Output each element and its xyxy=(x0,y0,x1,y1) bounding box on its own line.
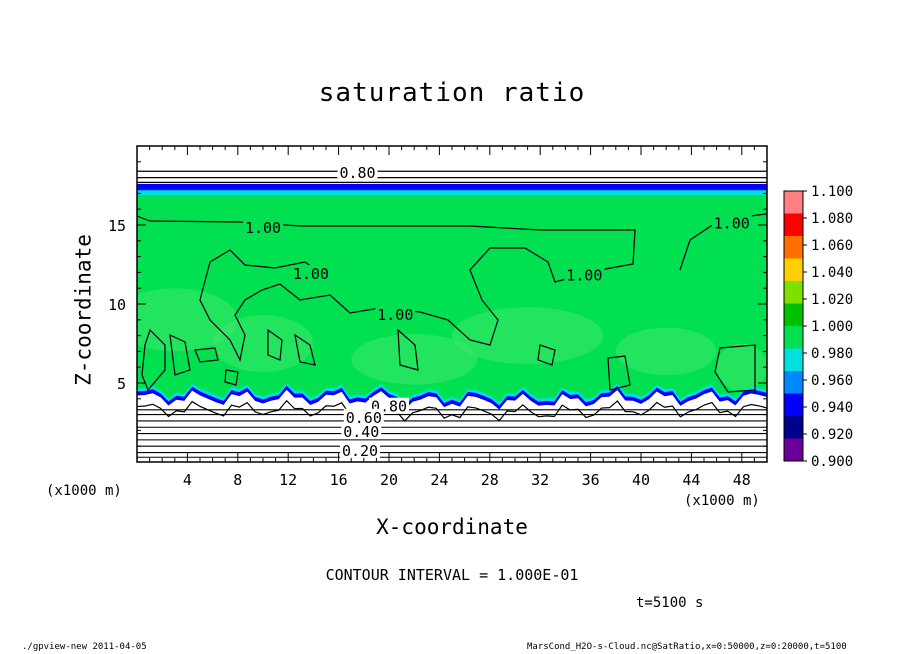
contour-label-bg-4 xyxy=(564,266,605,283)
field-patch-3 xyxy=(451,307,604,365)
colorbar-label: 1.000 xyxy=(811,319,853,335)
footer-data-source: MarsCond_H2O-s-Cloud.nc@SatRatio,x=0:500… xyxy=(527,642,847,652)
contour-label-bg-5 xyxy=(711,214,752,231)
contour-label-bg-7 xyxy=(343,408,384,425)
colorbar-label: 0.960 xyxy=(811,373,853,389)
colorbar-label: 1.060 xyxy=(811,238,853,254)
x-unit-label-left: (x1000 m) xyxy=(46,483,122,499)
x-tick-label: 4 xyxy=(183,471,192,489)
contour-one-8 xyxy=(537,344,556,366)
contour-interval-label: CONTOUR INTERVAL = 1.000E-01 xyxy=(325,566,579,584)
contour-one-5 xyxy=(267,328,283,361)
field-patch-5 xyxy=(716,343,767,391)
contour-one-4 xyxy=(194,347,219,363)
contour-label-7: 0.60 xyxy=(346,409,382,427)
colorbar-swatch xyxy=(784,191,803,214)
colorbar-label: 1.100 xyxy=(811,184,853,200)
contour-label-4: 1.00 xyxy=(566,267,602,285)
footer-program-date: ./gpview-new 2011-04-05 xyxy=(22,642,147,652)
x-tick-label: 32 xyxy=(531,471,549,489)
contour-label-bg-9 xyxy=(340,441,381,458)
x-tick-label: 40 xyxy=(632,471,650,489)
contour-one-3 xyxy=(169,333,191,376)
colorbar-swatch xyxy=(784,213,803,236)
colorbar-label: 1.020 xyxy=(811,292,853,308)
colorbar-label: 0.900 xyxy=(811,454,853,470)
contour-one-2 xyxy=(141,328,166,392)
colorbar-swatch xyxy=(784,393,803,416)
colorbar-label: 0.980 xyxy=(811,346,853,362)
contour-label-5: 1.00 xyxy=(714,214,750,232)
contour-label-bg-1 xyxy=(243,219,283,236)
y-tick-label: 15 xyxy=(108,217,126,235)
field-patch-0 xyxy=(137,288,238,352)
colorbar-label: 0.940 xyxy=(811,400,853,416)
contour-label-bg-8 xyxy=(341,422,382,439)
plot-field: 0.801.001.001.001.001.000.800.600.400.20 xyxy=(137,163,767,462)
contour-label-bg-0 xyxy=(337,163,378,180)
colorbar-label: 1.080 xyxy=(811,211,853,227)
contour-label-bg-2 xyxy=(290,264,331,281)
chart-title: saturation ratio xyxy=(318,78,586,108)
time-label: t=5100 s xyxy=(636,595,704,611)
colorbar-swatch xyxy=(784,258,803,281)
contour-label-2: 1.00 xyxy=(293,265,329,283)
x-tick-label: 36 xyxy=(582,471,600,489)
contour-label-0: 0.80 xyxy=(339,164,375,182)
contour-lower-wavy xyxy=(137,399,767,422)
x-tick-label: 28 xyxy=(481,471,499,489)
colorbar-swatch xyxy=(784,236,803,259)
contour-one-6 xyxy=(294,333,316,366)
contour-label-1: 1.00 xyxy=(245,219,281,237)
y-tick-label: 5 xyxy=(117,375,126,393)
x-unit-label-right: (x1000 m) xyxy=(684,493,760,509)
colorbar-swatch xyxy=(784,326,803,349)
colorbar-label: 1.040 xyxy=(811,265,853,281)
contour-one-11 xyxy=(224,369,239,386)
x-tick-label: 44 xyxy=(682,471,700,489)
colorbar-swatch xyxy=(784,416,803,439)
y-tick-label: 10 xyxy=(108,296,126,314)
x-tick-label: 8 xyxy=(233,471,242,489)
x-axis-label: X-coordinate xyxy=(376,515,528,539)
x-tick-label: 20 xyxy=(380,471,398,489)
field-patch-1 xyxy=(212,315,314,372)
contour-label-3: 1.00 xyxy=(377,306,413,324)
contour-one-0 xyxy=(137,215,636,362)
field-patch-4 xyxy=(615,327,717,376)
contour-one-7 xyxy=(397,328,419,371)
colorbar-swatch xyxy=(784,438,803,461)
contour-one-9 xyxy=(607,355,631,391)
contour-label-9: 0.20 xyxy=(342,442,378,460)
contour-one-10 xyxy=(714,344,756,393)
x-tick-label: 16 xyxy=(330,471,348,489)
colorbar-swatch xyxy=(784,303,803,326)
field-upper-dry-band xyxy=(137,183,767,192)
x-tick-label: 24 xyxy=(430,471,448,489)
field-upper-transition xyxy=(137,190,767,195)
x-tick-label: 48 xyxy=(733,471,751,489)
contour-label-8: 0.40 xyxy=(343,423,379,441)
colorbar-swatch xyxy=(784,281,803,304)
field-patch-2 xyxy=(351,334,478,385)
x-tick-label: 12 xyxy=(279,471,297,489)
colorbar-swatch xyxy=(784,348,803,371)
colorbar-swatch xyxy=(784,371,803,394)
colorbar-label: 0.920 xyxy=(811,427,853,443)
contour-label-bg-3 xyxy=(375,306,416,323)
